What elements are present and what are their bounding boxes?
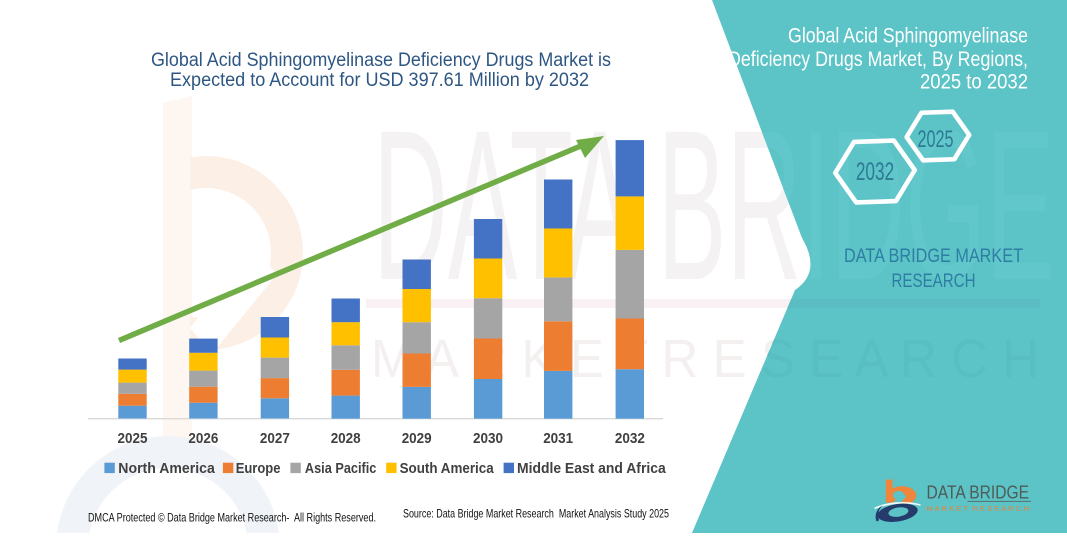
- svg-text:2025 to 2032: 2025 to 2032: [920, 71, 1028, 94]
- svg-text:Expected to Account for USD 39: Expected to Account for USD 397.61 Milli…: [170, 70, 589, 91]
- svg-text:South America: South America: [400, 461, 495, 477]
- svg-text:DATA BRIDGE MARKET: DATA BRIDGE MARKET: [844, 245, 1023, 267]
- svg-text:Source: Data Bridge Market Res: Source: Data Bridge Market Research Mark…: [403, 507, 669, 521]
- svg-text:Asia Pacific: Asia Pacific: [305, 461, 377, 477]
- svg-text:2032: 2032: [615, 430, 645, 447]
- svg-text:Global Acid Sphingomyelinase D: Global Acid Sphingomyelinase Deficiency …: [151, 50, 611, 71]
- svg-text:2025: 2025: [918, 126, 954, 153]
- svg-text:2025: 2025: [118, 430, 148, 447]
- svg-text:Global Acid Sphingomyelinase: Global Acid Sphingomyelinase: [788, 25, 1028, 48]
- svg-text:M A R K E T R E S E A R C H: M A R K E T R E S E A R C H: [927, 504, 1030, 513]
- svg-text:Middle East and Africa: Middle East and Africa: [517, 461, 667, 477]
- svg-text:DMCA Protected © Data Bridge M: DMCA Protected © Data Bridge Market Rese…: [88, 511, 376, 525]
- svg-text:Europe: Europe: [236, 461, 281, 477]
- svg-text:2027: 2027: [260, 430, 290, 447]
- svg-text:Deficiency Drugs Market, By Re: Deficiency Drugs Market, By Regions,: [728, 48, 1028, 71]
- svg-text:2031: 2031: [543, 430, 573, 447]
- svg-text:2030: 2030: [473, 430, 503, 447]
- svg-text:DATA BRIDGE: DATA BRIDGE: [927, 483, 1030, 503]
- svg-text:2026: 2026: [188, 430, 218, 447]
- svg-text:2029: 2029: [402, 430, 432, 447]
- svg-text:North America: North America: [118, 461, 215, 477]
- svg-text:2032: 2032: [856, 158, 894, 186]
- svg-text:2028: 2028: [331, 430, 361, 447]
- svg-text:RESEARCH: RESEARCH: [892, 270, 976, 292]
